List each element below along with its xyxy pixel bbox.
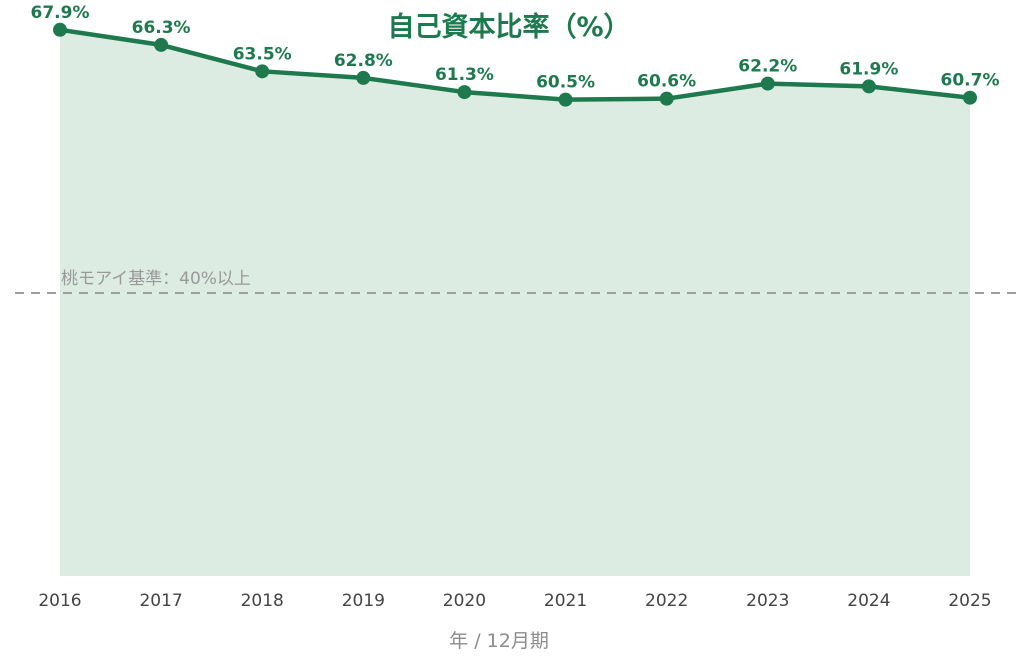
data-point-2017 bbox=[154, 37, 169, 52]
data-point-2020 bbox=[457, 85, 472, 100]
x-tick-2024: 2024 bbox=[847, 591, 890, 611]
data-point-2022 bbox=[659, 91, 674, 106]
data-label-2022: 60.6% bbox=[637, 72, 696, 92]
data-label-2025: 60.7% bbox=[941, 71, 1000, 91]
data-label-2017: 66.3% bbox=[132, 18, 191, 38]
data-point-2023 bbox=[760, 76, 775, 91]
data-point-2018 bbox=[255, 64, 270, 79]
x-tick-2025: 2025 bbox=[948, 591, 991, 611]
series-line bbox=[57, 27, 973, 102]
data-label-2020: 61.3% bbox=[435, 65, 494, 85]
data-label-2019: 62.8% bbox=[334, 51, 393, 71]
data-label-2021: 60.5% bbox=[536, 73, 595, 93]
data-label-2018: 63.5% bbox=[233, 44, 292, 64]
data-point-2019 bbox=[356, 70, 371, 85]
reference-layer: 桃モアイ基準：40%以上 bbox=[15, 269, 1016, 294]
x-tick-labels: 2016 2017 2018 2019 2020 2021 2022 2023 2024 2025 bbox=[38, 591, 991, 611]
chart-title: 自己資本比率（%） bbox=[387, 11, 630, 43]
x-tick-2018: 2018 bbox=[241, 591, 284, 611]
x-tick-2019: 2019 bbox=[342, 591, 385, 611]
data-label-2023: 62.2% bbox=[738, 57, 797, 77]
data-label-2016: 67.9% bbox=[31, 3, 90, 23]
x-tick-2016: 2016 bbox=[38, 591, 81, 611]
x-axis-label: 年 / 12月期 bbox=[449, 630, 549, 652]
area-fill bbox=[60, 29, 970, 577]
points-layer bbox=[53, 22, 977, 107]
line-layer bbox=[57, 27, 973, 102]
data-point-2024 bbox=[861, 79, 876, 94]
data-point-2016 bbox=[53, 22, 67, 37]
x-tick-2017: 2017 bbox=[139, 591, 182, 611]
x-tick-2020: 2020 bbox=[443, 591, 486, 611]
x-tick-2023: 2023 bbox=[746, 591, 789, 611]
data-label-2024: 61.9% bbox=[839, 59, 898, 79]
data-point-2025 bbox=[963, 90, 977, 105]
x-tick-2022: 2022 bbox=[645, 591, 688, 611]
data-point-2021 bbox=[558, 92, 573, 107]
x-tick-2021: 2021 bbox=[544, 591, 587, 611]
data-labels-layer: 67.9% 66.3% 63.5% 62.8% 61.3% 60.5% 60.6% 62.2%… bbox=[31, 3, 1000, 93]
reference-line-label: 桃モアイ基準：40%以上 bbox=[61, 269, 251, 289]
area-layer bbox=[60, 29, 970, 577]
